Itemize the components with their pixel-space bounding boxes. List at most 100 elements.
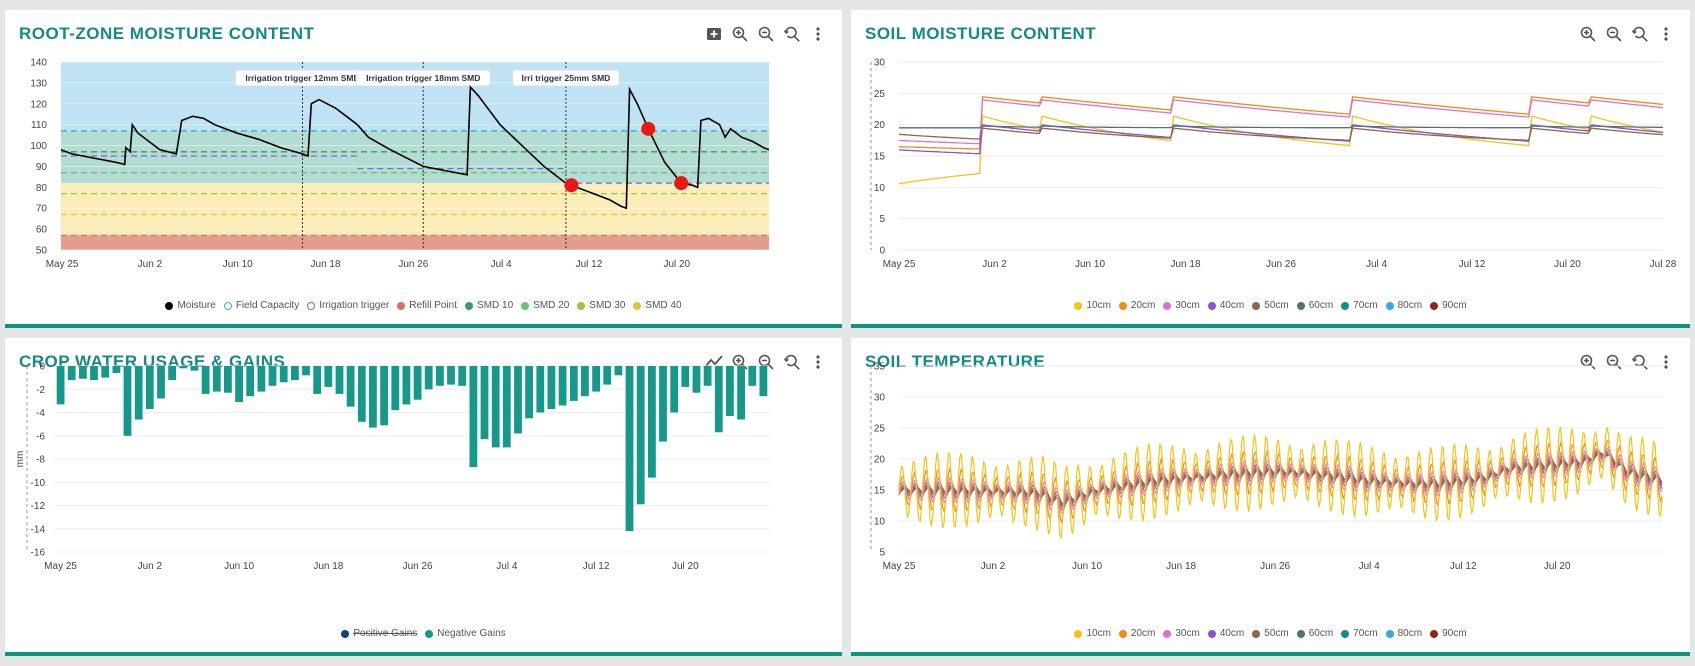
bar: [447, 366, 455, 385]
legend-marker: [307, 301, 316, 310]
bar: [268, 366, 277, 386]
legend-item[interactable]: Irrigation trigger: [307, 300, 389, 311]
legend-marker: [577, 301, 586, 310]
legend-marker: [1430, 301, 1439, 310]
bar: [201, 366, 210, 394]
legend-item[interactable]: 60cm: [1296, 628, 1333, 639]
y-tick-label: -10: [31, 478, 46, 489]
legend-item[interactable]: Moisture: [165, 300, 216, 311]
legend-marker: [633, 301, 642, 310]
x-tick-label: Jun 10: [223, 259, 253, 270]
bar: [614, 366, 623, 376]
legend-marker: [341, 629, 350, 638]
legend-label: 70cm: [1353, 300, 1378, 311]
zoom-reset-icon[interactable]: [782, 24, 802, 44]
soil-moisture-chart: 0 5 10 15 20 25 30 May 25 Jun 2 Jun 10 Jun 18 Jun 2…: [851, 10, 1690, 328]
bar: [291, 366, 299, 380]
x-tick-label: Jun 2: [138, 259, 163, 270]
zoom-reset-icon[interactable]: [782, 352, 802, 372]
menu-icon[interactable]: [1656, 352, 1676, 372]
annotation-label: Irrigation trigger 18mm SMD: [366, 73, 480, 83]
legend-item[interactable]: Refill Point: [397, 300, 457, 311]
zone-band: [61, 235, 769, 250]
x-tick-label: Jul 12: [583, 561, 610, 572]
line-chart-icon[interactable]: [704, 352, 724, 372]
series-20cm-line: [898, 440, 1663, 523]
bar: [547, 366, 556, 409]
legend-item[interactable]: Field Capacity: [223, 300, 299, 311]
bar: [179, 366, 188, 369]
legend-item[interactable]: 50cm: [1252, 628, 1289, 639]
zoom-out-icon[interactable]: [1604, 24, 1624, 44]
legend-item[interactable]: 80cm: [1385, 300, 1422, 311]
bar: [514, 366, 522, 434]
x-tick-label: Jul 4: [1359, 561, 1381, 572]
bar: [402, 366, 411, 405]
x-tick-label: Jun 2: [982, 259, 1007, 270]
menu-icon[interactable]: [1656, 24, 1676, 44]
crop-water-legend: Positive Gains Negative Gains: [5, 628, 842, 641]
legend-marker: [1163, 629, 1172, 638]
bar: [424, 366, 433, 390]
legend-item[interactable]: 60cm: [1296, 300, 1334, 311]
legend-item[interactable]: 30cm: [1163, 300, 1200, 311]
series-40cm-line: [898, 124, 1664, 155]
zoom-in-icon[interactable]: [1578, 24, 1598, 44]
legend-item[interactable]: Positive Gains: [341, 628, 417, 639]
bar: [581, 366, 589, 397]
legend-item[interactable]: 20cm: [1118, 300, 1155, 311]
bar: [123, 366, 132, 436]
legend-item[interactable]: 40cm: [1207, 300, 1244, 311]
x-tick-label: May 25: [44, 561, 77, 572]
legend-label: 60cm: [1308, 300, 1334, 311]
legend-item[interactable]: 90cm: [1430, 300, 1467, 311]
zoom-in-icon[interactable]: [730, 24, 750, 44]
menu-icon[interactable]: [808, 24, 828, 44]
legend-item[interactable]: 90cm: [1430, 628, 1467, 639]
x-tick-label: Jul 12: [576, 259, 603, 270]
legend-marker: [465, 301, 474, 310]
legend-marker: [1118, 629, 1127, 638]
legend-label: Refill Point: [409, 300, 458, 311]
legend-label: SMD 20: [533, 300, 570, 311]
zoom-reset-icon[interactable]: [1630, 352, 1650, 372]
moisture-line: [60, 85, 770, 210]
y-tick-label: 70: [36, 204, 48, 215]
add-icon[interactable]: [704, 24, 724, 44]
legend-item[interactable]: SMD 20: [521, 300, 569, 311]
zoom-out-icon[interactable]: [756, 24, 776, 44]
irrigation-marker: [674, 176, 689, 191]
zoom-reset-icon[interactable]: [1630, 24, 1650, 44]
legend-item[interactable]: SMD 10: [465, 300, 513, 311]
bar: [703, 366, 712, 386]
y-tick-label: 90: [36, 162, 48, 173]
legend-item[interactable]: 10cm: [1074, 628, 1111, 639]
legend-label: 50cm: [1264, 628, 1289, 639]
legend-marker: [1252, 301, 1261, 310]
legend-label: Negative Gains: [437, 628, 506, 639]
legend-item[interactable]: SMD 40: [633, 300, 682, 311]
x-tick-label: Jul 4: [491, 259, 513, 270]
legend-label: 10cm: [1086, 628, 1111, 639]
legend-item[interactable]: Negative Gains: [425, 628, 506, 639]
legend-marker: [1296, 629, 1305, 638]
crop-water-chart-svg: 0 -2 -4 -6 -8 -10 -12 -14 -16 mm May 25 Jun 2 Jun 10…: [15, 362, 769, 572]
x-tick-label: Jun 26: [398, 259, 428, 270]
legend-item[interactable]: 70cm: [1341, 628, 1378, 639]
y-tick-label: 20: [874, 455, 886, 466]
legend-item[interactable]: 50cm: [1252, 300, 1289, 311]
legend-item[interactable]: 40cm: [1207, 628, 1244, 639]
legend-item[interactable]: 80cm: [1385, 628, 1422, 639]
legend-item[interactable]: 20cm: [1118, 628, 1155, 639]
legend-item[interactable]: 70cm: [1341, 300, 1378, 311]
legend-label: 50cm: [1264, 300, 1289, 311]
legend-item[interactable]: SMD 30: [577, 300, 625, 311]
legend-item[interactable]: 30cm: [1163, 628, 1200, 639]
bar: [90, 366, 98, 380]
bar: [726, 366, 734, 416]
x-tick-label: Jun 18: [1166, 561, 1196, 572]
legend-item[interactable]: 10cm: [1074, 300, 1111, 311]
bar: [134, 366, 143, 420]
menu-icon[interactable]: [808, 352, 828, 372]
bar: [714, 366, 723, 433]
